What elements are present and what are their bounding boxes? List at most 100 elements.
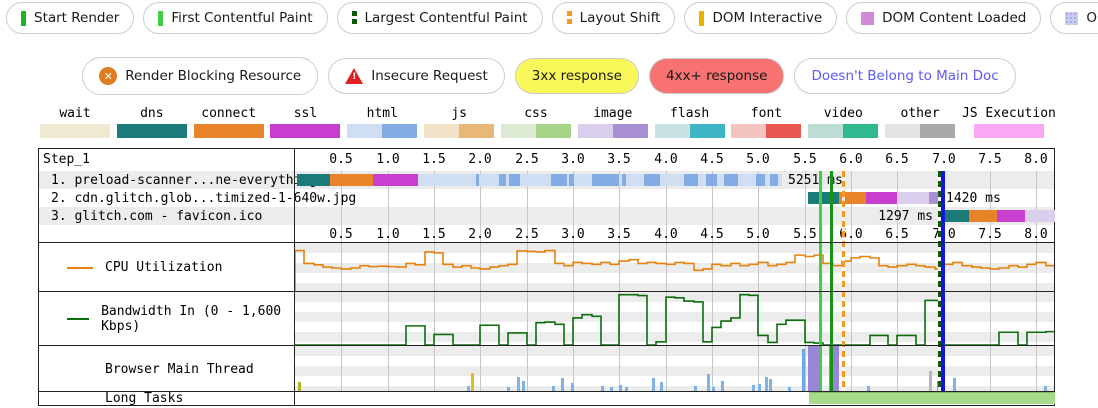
resource-color-bar	[973, 124, 1044, 138]
resource-legend-js-execution: JS Execution	[962, 106, 1056, 138]
request-bar-download-chunk[interactable]	[622, 174, 626, 186]
time-gridline	[712, 171, 713, 392]
time-gridline	[573, 171, 574, 392]
main-thread-activity-bar	[1044, 386, 1047, 391]
main-thread-activity-region	[829, 346, 839, 391]
time-gridline	[897, 171, 898, 392]
on-load-icon	[1065, 11, 1079, 25]
main-thread-activity-region	[808, 346, 821, 391]
legend-label: Doesn't Belong to Main Doc	[811, 68, 999, 84]
main-thread-activity-bar	[610, 387, 613, 391]
resource-legend-label: video	[823, 106, 863, 121]
resource-legend-label: dns	[140, 106, 164, 121]
request-row-label[interactable]: 3. glitch.com - favicon.ico	[51, 209, 263, 224]
resource-legend-label: flash	[670, 106, 710, 121]
cpu-line-swatch	[67, 266, 93, 269]
legend-label: Insecure Request	[371, 68, 488, 84]
row-label-cpu: CPU Utilization	[39, 243, 294, 292]
resource-color-bar	[424, 124, 495, 138]
section-divider-line	[39, 391, 1054, 392]
step-label: Step_1	[43, 152, 90, 167]
first-contentful-paint-line	[830, 171, 833, 392]
start-render-line	[819, 171, 822, 392]
time-tick-label: 2.5	[515, 152, 539, 167]
main-thread-activity-bar	[707, 374, 710, 391]
time-tick-label: 5.0	[746, 152, 770, 167]
request-bar-segment-ssl[interactable]	[866, 192, 897, 204]
main-thread-activity-bar	[619, 385, 622, 391]
main-thread-activity-bar	[765, 377, 768, 391]
main-thread-activity-bar	[601, 386, 604, 391]
request-row-label[interactable]: 1. preload-scanner...ne-everything.html	[51, 173, 357, 188]
request-bar-segment-ssl[interactable]	[997, 210, 1025, 222]
request-bar-segment-dns[interactable]	[297, 174, 330, 186]
request-bar-download-chunk[interactable]	[756, 174, 765, 186]
legend-label: Render Blocking Resource	[125, 68, 302, 84]
section-divider-line	[39, 242, 1054, 243]
legend-pill-dom-interactive: DOM Interactive	[684, 2, 838, 34]
time-gridline	[434, 171, 435, 392]
bw-line-swatch	[67, 318, 90, 320]
resource-color-bar	[500, 124, 571, 138]
time-tick-label: 5.5	[793, 152, 817, 167]
request-bar-segment-dns[interactable]	[941, 210, 969, 222]
request-bar-segment-connect[interactable]	[839, 192, 866, 204]
resource-legend-label: connect	[201, 106, 257, 121]
section-divider-line	[39, 291, 1054, 292]
request-bar-download-chunk[interactable]	[770, 174, 778, 186]
event-legend-row: Start Render First Contentful Paint Larges…	[6, 2, 1098, 34]
resource-legend-label: html	[366, 106, 398, 121]
legend-pill-4xx-response: 4xx+ response	[648, 58, 785, 94]
resource-legend-label: font	[750, 106, 783, 121]
time-tick-label: 1.0	[376, 152, 400, 167]
request-bar-download-chunk[interactable]	[644, 174, 660, 186]
bandwidth-in-chart	[295, 293, 1054, 345]
legend-label: Start Render	[34, 10, 120, 26]
request-bar-download-chunk[interactable]	[706, 174, 717, 186]
request-bar-download-chunk[interactable]	[592, 174, 619, 186]
resource-legend-label: wait	[59, 106, 91, 121]
legend-label: 4xx+ response	[665, 68, 768, 84]
cpu-label: CPU Utilization	[105, 260, 223, 275]
main-thread-activity-bar	[561, 378, 564, 391]
request-bar-download-chunk[interactable]	[476, 174, 479, 186]
resource-color-bar	[577, 124, 648, 138]
legend-label: DOM Interactive	[712, 10, 823, 26]
legend-pill-largest-contentful-paint: Largest Contentful Paint	[336, 2, 543, 34]
dom-interactive-icon	[699, 10, 705, 26]
request-bar-download-chunk[interactable]	[509, 174, 520, 186]
time-tick-label: 3.0	[561, 227, 585, 242]
main-thread-activity-bar	[694, 386, 697, 391]
request-bar-segment-image-light[interactable]	[1025, 210, 1055, 222]
request-bar-segment-image-dark[interactable]	[929, 192, 939, 204]
row-label-bw: Bandwidth In (0 - 1,600 Kbps)	[39, 292, 294, 346]
request-bar-download-chunk[interactable]	[551, 174, 567, 186]
legend-pill-3xx-response: 3xx response	[514, 58, 639, 94]
resource-legend-connect: connect	[193, 106, 264, 138]
cpu-utilization-chart	[295, 249, 1054, 291]
legend-label: DOM Content Loaded	[882, 10, 1027, 26]
request-bar-segment-dns[interactable]	[808, 192, 839, 204]
row-label-mt: Browser Main Thread	[39, 346, 360, 392]
request-bar-segment-connect[interactable]	[969, 210, 997, 222]
request-bar-segment-connect[interactable]	[330, 174, 373, 186]
main-thread-activity-bar	[517, 377, 520, 391]
request-bar-download-chunk[interactable]	[724, 174, 738, 186]
legend-pill-insecure-request: ! Insecure Request	[328, 58, 505, 94]
resource-legend-font: font	[731, 106, 802, 138]
request-bar-segment-ssl[interactable]	[373, 174, 418, 186]
request-bar-segment-image-light[interactable]	[897, 192, 929, 204]
resource-color-bar	[40, 124, 110, 138]
main-thread-activity-bar	[552, 386, 555, 391]
main-thread-activity-bar	[788, 387, 791, 391]
largest-contentful-paint-icon	[351, 10, 357, 26]
resource-legend-flash: flash	[654, 106, 725, 138]
request-row-label[interactable]: 2. cdn.glitch.glob...timized-1-640w.jpg	[51, 191, 357, 206]
time-tick-label: 7.5	[978, 152, 1002, 167]
legend-label: Largest Contentful Paint	[364, 10, 528, 26]
legend-pill-doesnt-belong-to-main-doc[interactable]: Doesn't Belong to Main Doc	[794, 58, 1016, 94]
main-thread-activity-bar	[571, 383, 574, 391]
request-bar-download-chunk[interactable]	[569, 174, 574, 186]
request-bar-download-chunk[interactable]	[499, 174, 506, 186]
request-bar-download-chunk[interactable]	[684, 174, 698, 186]
